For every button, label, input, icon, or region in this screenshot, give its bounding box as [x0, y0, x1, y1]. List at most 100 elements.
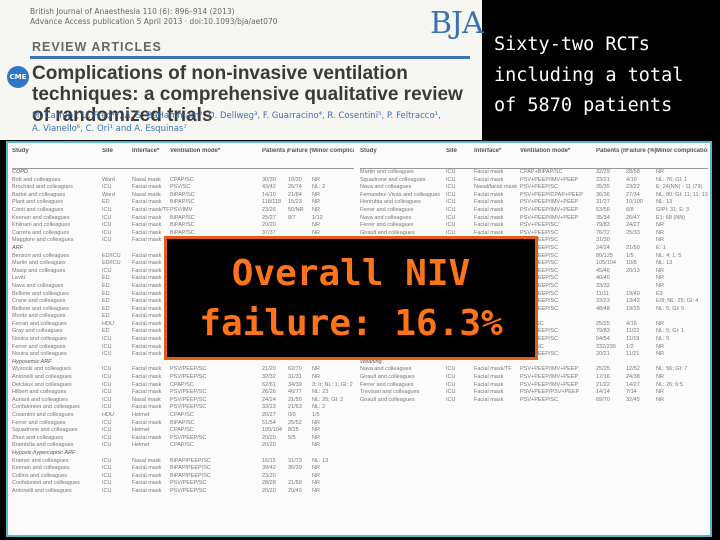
table-cell: ICU — [102, 442, 112, 449]
table-cell: ICU — [446, 222, 456, 229]
table-cell: 40/40 — [596, 275, 610, 282]
table-cell: PSV/PEEP/SC — [170, 396, 207, 403]
table-cell: NL: 13 — [656, 199, 673, 206]
table-cell: Ferrer and colleagues — [360, 222, 414, 229]
table-cell — [288, 169, 312, 177]
advance-access-line: Advance Access publication 5 April 2013 … — [30, 17, 278, 26]
table-cell: PSV+PEEP/SC — [520, 260, 559, 267]
table-cell: Ferrer and colleagues — [360, 381, 414, 388]
table-section-row: Hypoxic-hypercapnic ARF — [12, 450, 354, 458]
table-row: Bott and colleagues Ward Nasal mask CPAP/SC… — [12, 177, 354, 185]
table-cell: 76/72 — [596, 229, 610, 236]
table-cell: 69/70 — [596, 396, 610, 403]
table-cell: Helmet — [132, 412, 150, 418]
table-cell: E: 1 — [656, 244, 666, 251]
table-cell: PSV+PEEP/SC — [520, 351, 559, 358]
table-cell: Facial mask — [132, 404, 162, 411]
table-cell — [288, 222, 312, 230]
table-cell: 20/13 — [626, 267, 640, 274]
table-cell: Facial mask — [474, 191, 504, 198]
table-cell: Ferrari and colleagues — [12, 320, 67, 327]
table-cell: ICU — [102, 229, 112, 236]
table-cell: 25/25 — [596, 366, 610, 373]
author-list: M. Carron¹, U. Freo¹*, A. S. BaHammam², … — [32, 110, 472, 136]
table-row: Cosentini and colleagues HDU Helmet CPAP/SC… — [12, 412, 354, 420]
table-row: Delclaux and colleagues ICU Facial mask CPA… — [12, 382, 354, 390]
table-cell: NR — [656, 169, 664, 175]
table-cell: 7/14 — [626, 389, 637, 396]
table-cell: 25/27 — [262, 214, 276, 221]
table-cell: Facial mask — [132, 389, 162, 396]
table-cell: ICU — [102, 480, 112, 487]
table-cell: NR — [656, 237, 664, 244]
column-header: Interface* — [132, 148, 160, 154]
table-cell: 36/36 — [596, 191, 610, 198]
table-cell: ICU — [102, 381, 112, 388]
table-cell: 6/8 — [626, 206, 634, 213]
table-cell: 24/24 — [262, 396, 276, 403]
callout-line-3: of 5870 patients — [494, 95, 673, 116]
table-cell: PSV+PEEP/SC — [520, 252, 559, 259]
table-cell: 21/50 — [288, 480, 302, 487]
table-cell: Keenan and colleagues — [12, 214, 70, 221]
table-cell: PSV+PEEP/PSV+PEEP — [520, 389, 580, 396]
table-cell: Girault and colleagues — [360, 374, 415, 381]
table-cell: PSV+PEEP/CPAP+PEEP — [520, 191, 583, 198]
table-cell: PSV/PEEP/SC — [170, 480, 207, 487]
table-cell: ICU — [102, 374, 112, 381]
table-row: Girault and colleagues ICU Facial mask PSV+… — [360, 397, 708, 405]
table-cell: PSV/PEEP/SC — [170, 389, 207, 396]
overlay-line-1: Overall NIV — [231, 253, 471, 294]
table-cell: COPD — [12, 169, 28, 175]
table-cell: 34/39 — [288, 381, 302, 388]
table-cell: 31/73 — [288, 457, 302, 464]
table-cell: Facial mask — [132, 260, 162, 267]
table-cell: NL: 26; 6:5 — [656, 381, 683, 388]
table-cell: Facial mask — [474, 374, 504, 381]
table-cell: PSV/PEEP/SC — [170, 404, 207, 411]
table-cell: 21/50 — [288, 396, 302, 403]
table-cell: 23/20 — [262, 472, 276, 479]
table-cell: Brambilla and colleagues — [12, 442, 74, 449]
table-cell: PSV+PEEP/IMV+PEEP — [520, 199, 579, 206]
table-cell — [596, 313, 626, 321]
table-cell: PSV+PEEP/SC — [520, 396, 559, 403]
table-cell: 23/23 — [596, 298, 610, 305]
table-cell: CPAP/SC — [170, 381, 194, 388]
table-cell: ICU — [102, 214, 112, 221]
table-cell: Facial mask — [132, 214, 162, 221]
table-cell: 13/42 — [626, 298, 640, 305]
table-cell: 26/47 — [626, 214, 640, 221]
table-cell: NR — [312, 374, 320, 381]
column-header: Failure (%)* — [626, 148, 656, 154]
table-cell: 8/7 — [288, 214, 296, 221]
table-cell: 15/23 — [288, 199, 302, 206]
column-header: Site — [446, 148, 458, 154]
table-cell: GIPI: 31; E: 3 — [656, 206, 690, 213]
table-row: Honrubia and colleagues ICU Facial mask PSV… — [360, 199, 708, 207]
table-cell: ICU — [102, 419, 112, 426]
table-cell: BiPAP/SC — [170, 199, 195, 206]
table-cell: Facial mask — [474, 214, 504, 221]
table-cell: Facial mask — [132, 305, 162, 312]
table-row: Nava and colleagues ICU Nasal/facial mask P… — [360, 184, 708, 192]
table-cell: Collins and colleagues — [12, 472, 68, 479]
table-row: Squadrone and colleagues ICU Facial mask PS… — [360, 177, 708, 185]
table-cell: Nouira and colleagues — [12, 351, 67, 358]
table-cell: BiPAP/PEEP/SC — [170, 457, 211, 464]
callout-line-1: Sixty-two RCTs — [494, 34, 650, 55]
table-cell: ICU — [446, 389, 456, 396]
table-cell: Bellone and colleagues — [12, 305, 69, 312]
table-cell: Bellone and colleagues — [12, 290, 69, 297]
table-cell — [132, 169, 170, 177]
authors-line-1: M. Carron¹, U. Freo¹*, A. S. BaHammam², … — [32, 111, 441, 121]
column-header: Ventilation mode* — [520, 148, 571, 154]
table-cell: Facial mask — [132, 313, 162, 320]
table-cell: Ferrer and colleagues — [360, 206, 414, 213]
table-row: Ferrer and colleagues ICU Facial mask BiPAP… — [12, 420, 354, 428]
table-cell: NR — [656, 229, 664, 236]
table-cell: Brochard and colleagues — [12, 184, 73, 191]
table-cell: Helmet — [132, 442, 150, 449]
table-cell: ED/ICU — [102, 260, 121, 267]
table-cell: Confalonieri and colleagues — [12, 404, 80, 411]
